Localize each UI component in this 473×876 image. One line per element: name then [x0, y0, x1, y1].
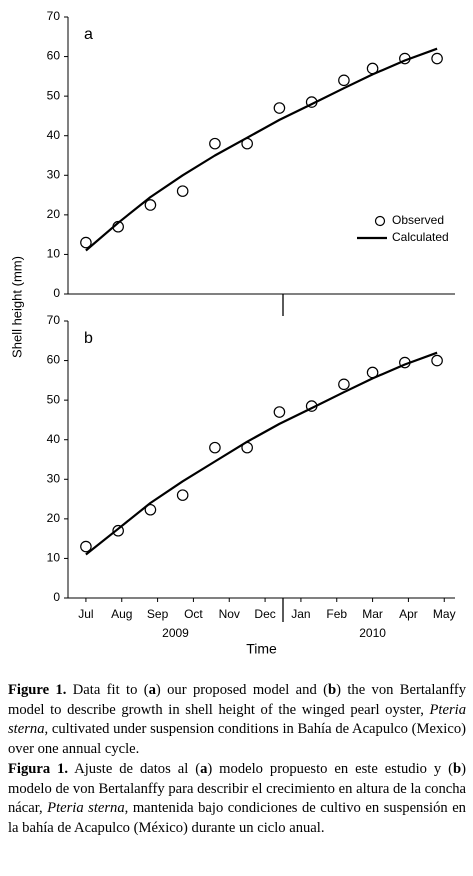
calculated-line — [85, 47, 438, 252]
y-tick-label: 0 — [53, 590, 60, 604]
observed-point — [338, 74, 350, 87]
year-label: 2009 — [162, 626, 189, 640]
y-tick-label: 0 — [53, 286, 60, 300]
caption-text: , mantenida bajo condiciones de cultivo … — [8, 800, 466, 836]
y-tick-label: 70 — [47, 313, 61, 327]
x-tick-label: Oct — [184, 607, 203, 621]
observed-point — [273, 102, 286, 114]
x-tick-label: Jan — [291, 607, 310, 621]
y-tick-label: 50 — [47, 88, 61, 102]
caption-english: Figure 1. Data fit to (a) our proposed m… — [8, 681, 466, 759]
legend-label: Calculated — [392, 230, 449, 244]
caption-text: a — [200, 761, 208, 777]
observed-point — [80, 540, 92, 553]
x-tick-label: Feb — [326, 607, 347, 621]
panel-label: b — [84, 330, 93, 347]
calculated-line — [85, 351, 438, 556]
y-tick-label: 40 — [47, 128, 61, 142]
x-tick-label: Dec — [254, 607, 275, 621]
y-tick-label: 10 — [47, 247, 61, 261]
observed-point — [176, 489, 189, 501]
x-tick-label: Sep — [147, 607, 169, 621]
observed-point — [431, 354, 443, 367]
caption-text: ) modelo de von Bertalanffy para describ… — [8, 761, 466, 816]
observed-point — [144, 503, 157, 516]
observed-point — [112, 524, 124, 537]
y-tick-label: 60 — [47, 353, 61, 367]
observed-point — [144, 199, 157, 211]
caption-text: Pteria sterna — [47, 800, 125, 816]
x-tick-label: Apr — [399, 607, 418, 621]
year-label: 2010 — [359, 626, 386, 640]
caption-text: Ajuste de datos al ( — [68, 761, 201, 777]
panel-label: a — [84, 26, 93, 43]
x-axis-label: Time — [246, 641, 277, 657]
observed-point — [338, 378, 350, 391]
y-tick-label: 10 — [47, 551, 61, 565]
caption-spanish: Figura 1. Ajuste de datos al (a) modelo … — [8, 760, 466, 838]
x-tick-label: Aug — [111, 607, 132, 621]
y-tick-label: 50 — [47, 392, 61, 406]
caption-text: , cultivated under suspension conditions… — [8, 721, 466, 757]
x-tick-label: May — [433, 607, 456, 621]
legend-marker — [374, 215, 386, 227]
y-tick-label: 20 — [47, 511, 61, 525]
caption-text: ) modelo propuesto en este estudio y ( — [207, 761, 453, 777]
y-tick-label: 70 — [47, 9, 61, 23]
caption-text: ) the von Bertalanffy model to describe … — [8, 682, 466, 718]
x-tick-label: Jul — [78, 607, 93, 621]
y-tick-label: 60 — [47, 49, 61, 63]
caption-text: b — [452, 761, 462, 777]
x-tick-label: Nov — [219, 607, 240, 621]
caption-text: Figure 1. — [8, 682, 67, 698]
y-axis-label: Shell height (mm) — [9, 256, 24, 358]
figure: 0 10 20 30 40 50 60 70 a Shell height (mm) Observe… — [9, 9, 456, 657]
caption-text: b — [327, 682, 337, 698]
caption-text: Data fit to ( — [66, 682, 149, 698]
observed-point — [209, 441, 221, 454]
legend-label: Observed — [392, 213, 444, 227]
caption-text: ) our proposed model and ( — [155, 682, 328, 698]
y-tick-label: 30 — [47, 167, 61, 181]
observed-point — [209, 137, 221, 150]
y-tick-label: 20 — [47, 207, 61, 221]
y-tick-label: 40 — [47, 432, 61, 446]
caption-text: a — [148, 682, 156, 698]
observed-point — [176, 185, 189, 197]
caption-text: Pteria sterna — [8, 701, 466, 738]
observed-point — [273, 406, 286, 418]
observed-point — [80, 236, 92, 249]
caption-text: Figura 1. — [8, 761, 69, 777]
x-tick-label: Mar — [362, 607, 383, 621]
y-tick-label: 30 — [47, 471, 61, 485]
observed-point — [431, 52, 443, 65]
